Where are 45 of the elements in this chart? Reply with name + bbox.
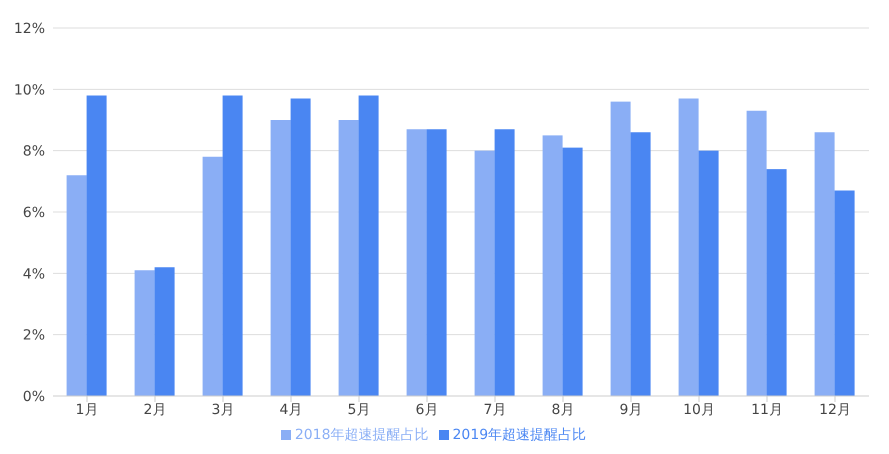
bar: [494, 129, 515, 396]
x-tick-label: 7月: [484, 402, 506, 418]
bar: [154, 267, 175, 396]
legend-label: 2019年超速提醒占比: [452, 427, 586, 443]
y-tick-label: 12%: [14, 20, 45, 37]
bar: [474, 150, 495, 396]
bar: [698, 150, 719, 396]
y-tick-label: 2%: [22, 328, 45, 344]
bar: [222, 95, 243, 396]
x-tick-label: 11月: [751, 402, 783, 418]
bar: [134, 270, 155, 396]
bar: [678, 98, 699, 396]
bar: [746, 110, 767, 396]
x-tick-label: 1月: [76, 402, 98, 418]
bar: [834, 190, 855, 396]
bar: [610, 102, 631, 396]
bar: [426, 129, 447, 396]
bar: [542, 135, 563, 396]
bar: [630, 132, 651, 396]
y-tick-label: 10%: [14, 82, 45, 98]
x-tick-label: 2月: [144, 402, 166, 418]
bar: [270, 120, 291, 396]
bar: [562, 148, 583, 396]
x-tick-label: 8月: [552, 402, 574, 418]
x-tick-label: 3月: [212, 402, 234, 418]
bar: [338, 120, 359, 396]
bar: [202, 156, 223, 396]
bar: [290, 98, 311, 396]
legend-label: 2018年超速提醒占比: [294, 427, 428, 443]
x-tick-label: 12月: [819, 402, 851, 418]
y-tick-label: 6%: [22, 204, 45, 221]
bar: [358, 95, 379, 396]
bar: [814, 132, 835, 396]
y-tick-label: 8%: [22, 144, 45, 160]
x-tick-label: 9月: [620, 402, 642, 418]
x-tick-label: 6月: [416, 402, 438, 418]
bar: [86, 95, 107, 396]
y-tick-label: 0%: [22, 388, 45, 405]
y-tick-label: 4%: [22, 266, 45, 282]
bar: [406, 129, 427, 396]
x-tick-label: 5月: [348, 402, 370, 418]
x-tick-label: 10月: [683, 402, 715, 418]
x-tick-label: 4月: [280, 402, 302, 418]
bar: [66, 175, 87, 396]
bar: [766, 169, 787, 396]
